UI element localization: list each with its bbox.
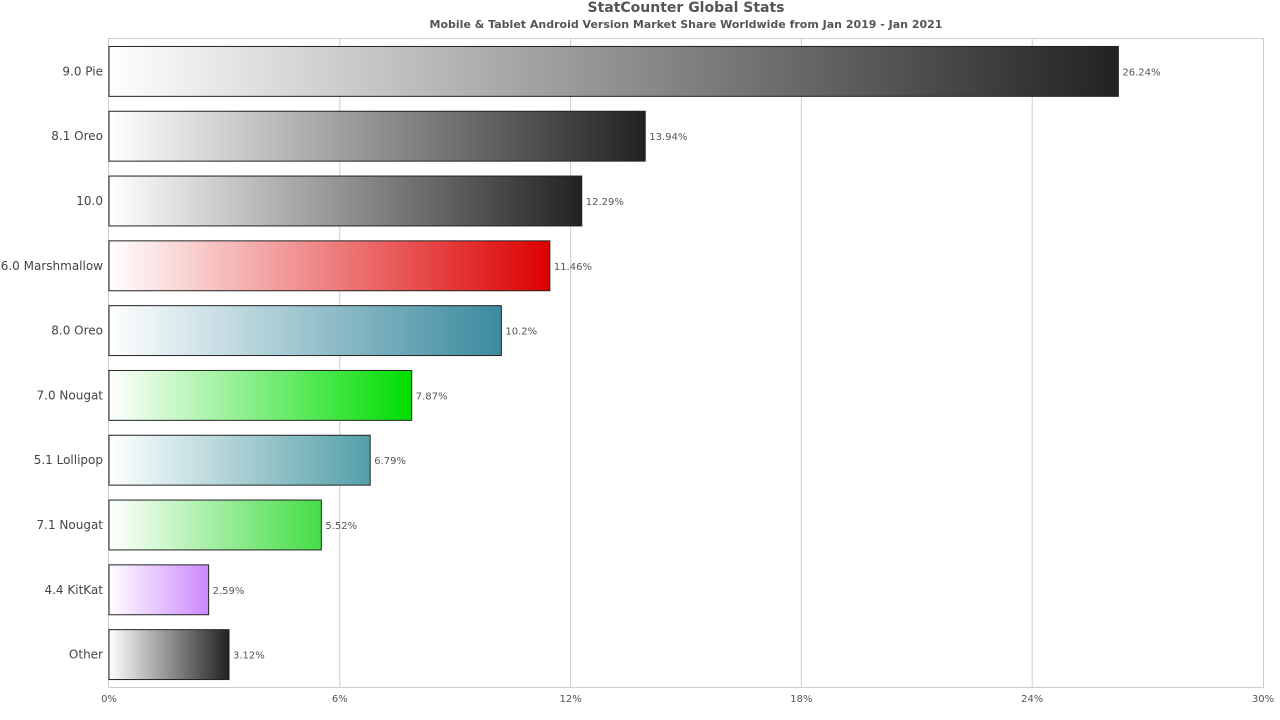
category-label: 8.1 Oreo <box>51 129 103 143</box>
category-label: 7.0 Nougat <box>37 388 104 402</box>
data-label: 11.46% <box>554 262 592 273</box>
plot-area <box>108 38 1264 688</box>
category-label: 4.4 KitKat <box>44 583 103 597</box>
x-tick-label: 18% <box>790 694 812 705</box>
bar <box>108 110 646 162</box>
bar <box>108 564 210 616</box>
bar <box>108 305 502 357</box>
chart-subtitle: Mobile & Tablet Android Version Market S… <box>429 18 943 31</box>
data-label: 26.24% <box>1122 67 1160 78</box>
x-tick-label: 30% <box>1252 694 1274 705</box>
bar <box>108 629 230 681</box>
data-label: 7.87% <box>416 391 448 402</box>
category-label: 8.0 Oreo <box>51 324 103 338</box>
x-tick-label: 24% <box>1021 694 1043 705</box>
category-label: Other <box>69 648 103 662</box>
x-tick-label: 6% <box>332 694 348 705</box>
data-label: 12.29% <box>586 197 624 208</box>
data-label: 5.52% <box>325 521 357 532</box>
category-label: 5.1 Lollipop <box>34 453 103 467</box>
category-label: 6.0 Marshmallow <box>1 259 103 273</box>
data-label: 13.94% <box>649 132 687 143</box>
data-label: 2.59% <box>213 586 245 597</box>
bar <box>108 175 583 227</box>
category-label: 9.0 Pie <box>62 64 103 78</box>
bar <box>108 369 413 421</box>
chart-title: StatCounter Global Stats <box>587 0 785 16</box>
x-tick-label: 12% <box>559 694 581 705</box>
bar <box>108 45 1119 97</box>
data-label: 10.2% <box>505 327 537 338</box>
category-label: 10.0 <box>76 194 103 208</box>
bar <box>108 434 371 486</box>
data-label: 6.79% <box>374 456 406 467</box>
bar <box>108 499 322 551</box>
category-label: 7.1 Nougat <box>37 518 104 532</box>
x-tick-label: 0% <box>101 694 117 705</box>
bar <box>108 240 551 292</box>
data-label: 3.12% <box>233 651 265 662</box>
